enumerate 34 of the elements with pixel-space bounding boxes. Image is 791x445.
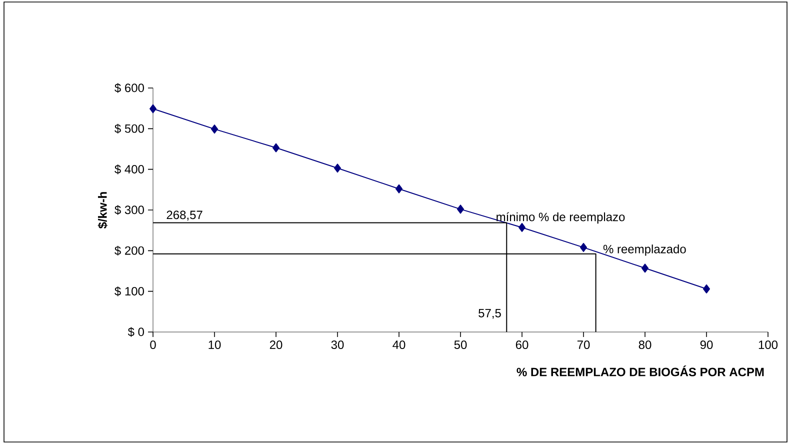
point (457, 204, 464, 214)
x-tick-label: 10 (208, 340, 221, 350)
y-axis-title: $/kw-h (98, 192, 108, 229)
point (580, 242, 588, 252)
point (334, 164, 342, 173)
y-tick-label: $ 400 (114, 164, 144, 174)
x-tick-label: 50 (454, 340, 467, 350)
x-tick-label: 90 (700, 340, 713, 350)
point (703, 284, 710, 294)
y-tick-label: $ 300 (114, 205, 144, 215)
x-tick-label: 100 (758, 340, 778, 350)
y-tick-label: $ 600 (114, 83, 144, 93)
point (642, 264, 649, 273)
point (211, 124, 218, 134)
x-tick-label: 0 (150, 340, 156, 350)
y-tick-label: $ 500 (114, 124, 144, 134)
x-tick-label: 70 (577, 340, 590, 350)
point (518, 222, 526, 232)
x-tick-label: 60 (516, 340, 528, 350)
annotation: mínimo % de reemplazo (496, 212, 625, 224)
x-tick-label: 20 (270, 340, 282, 350)
y-tick-label: $ 100 (114, 286, 144, 296)
x-axis-title: % DE REEMPLAZO DE BIOGÁS POR ACPM (516, 366, 764, 376)
x-tick-label: 80 (638, 340, 652, 350)
point (150, 104, 157, 114)
point (272, 143, 280, 152)
annotation: 57,5 (478, 309, 501, 319)
x-tick-label: 30 (331, 340, 344, 350)
annotation: 268,57 (166, 210, 202, 221)
x-tick-label: 40 (392, 340, 406, 350)
point (396, 184, 403, 194)
y-tick-label: $ 200 (114, 246, 144, 256)
y-tick-label: $ 0 (128, 327, 144, 337)
annotation: % reemplazado (603, 244, 686, 256)
